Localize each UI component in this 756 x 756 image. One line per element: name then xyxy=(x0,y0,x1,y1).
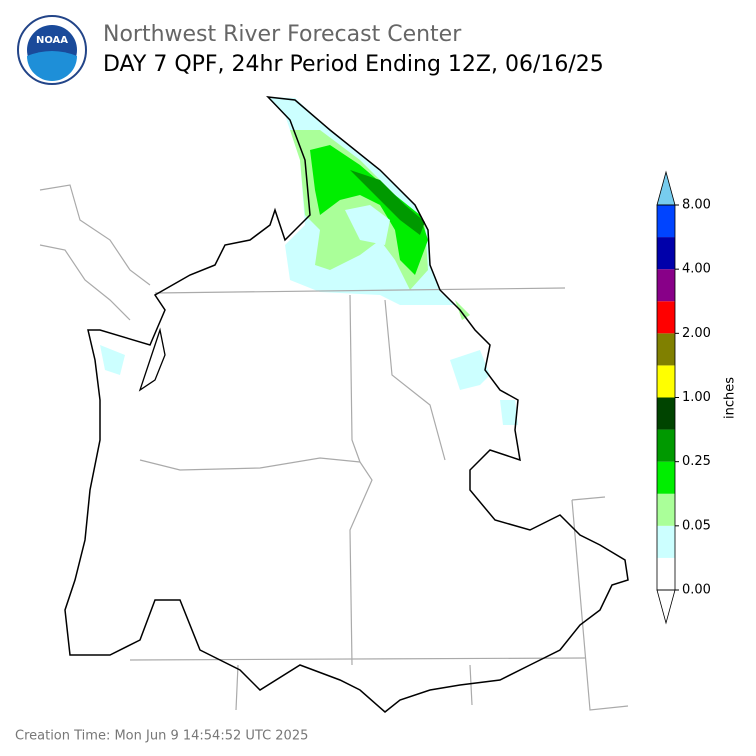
colorbar-segment xyxy=(657,269,675,302)
colorbar: 0.00 0.05 0.25 1.00 2.00 4.00 8.00 xyxy=(656,170,711,625)
colorbar-tick-label: 1.00 xyxy=(682,390,711,405)
colorbar-segment xyxy=(657,237,675,270)
colorbar-segment xyxy=(657,301,675,334)
colorbar-segment xyxy=(657,365,675,398)
colorbar-tick-label: 8.00 xyxy=(682,198,711,213)
logo: NOAA xyxy=(17,15,87,85)
colorbar-tick-label: 2.00 xyxy=(682,326,711,341)
colorbar-under xyxy=(656,589,676,625)
colorbar-tick-label: 0.00 xyxy=(682,583,711,598)
colorbar-tick-label: 4.00 xyxy=(682,262,711,277)
colorbar-segment xyxy=(657,493,675,526)
state-borders xyxy=(39,184,629,711)
logo-text: NOAA xyxy=(36,35,68,46)
puget-sound xyxy=(138,327,166,392)
colorbar-segment xyxy=(657,333,675,366)
colorbar-segment xyxy=(657,525,675,558)
colorbar-tick-label: 0.05 xyxy=(682,518,711,533)
colorbar-segment xyxy=(657,397,675,430)
basin-outline xyxy=(64,96,629,713)
colorbar-tick-label: 0.25 xyxy=(682,454,711,469)
colorbar-segment xyxy=(657,205,675,238)
colorbar-segment xyxy=(657,461,675,494)
colorbar-segment xyxy=(657,557,675,590)
colorbar-over xyxy=(656,170,676,206)
colorbar-segment xyxy=(657,429,675,462)
creation-time: Creation Time: Mon Jun 9 14:54:52 UTC 20… xyxy=(15,729,308,744)
org-title: Northwest River Forecast Center xyxy=(103,22,462,47)
precipitation xyxy=(100,97,518,425)
map-title: DAY 7 QPF, 24hr Period Ending 12Z, 06/16… xyxy=(103,52,604,77)
colorbar-label: inches xyxy=(723,377,738,419)
